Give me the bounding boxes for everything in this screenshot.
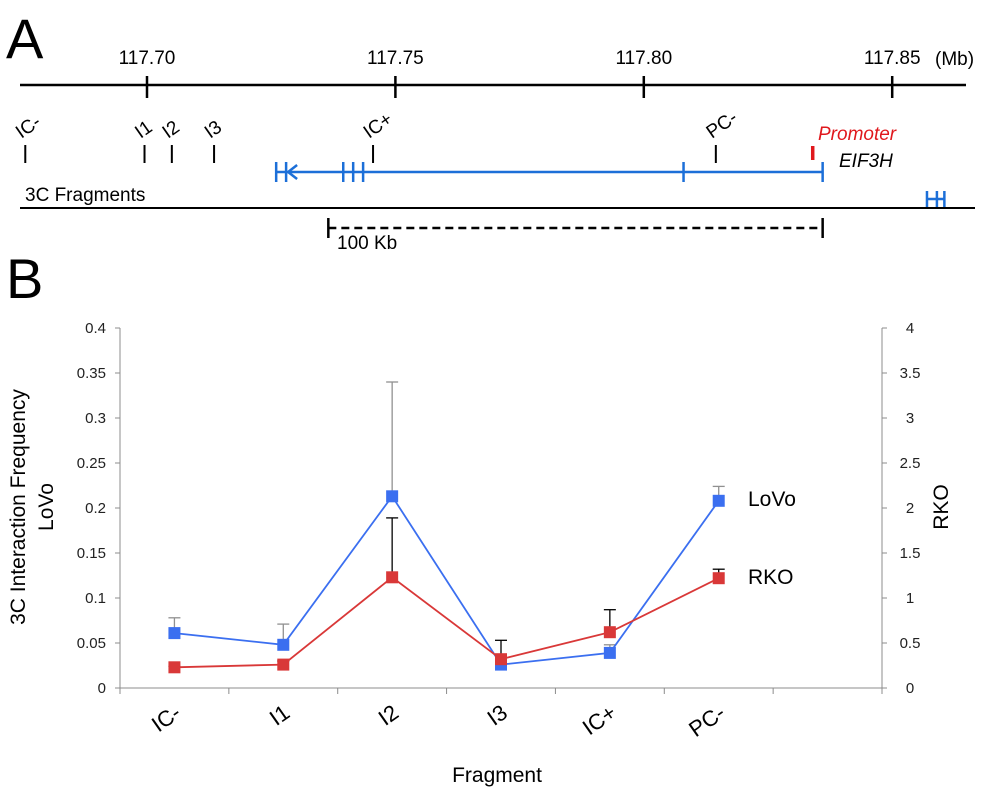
right-y-tick-label: 3.5: [900, 365, 921, 382]
left-y-tick-label: 0.15: [77, 545, 106, 562]
lovo-data-point: [603, 646, 616, 659]
fragments-track-label: 3C Fragments: [25, 185, 145, 206]
lovo-data-point: [277, 638, 290, 651]
rko-data-point: [495, 653, 507, 666]
error-bars: [168, 381, 725, 668]
promoter-marker: Promoter: [810, 124, 897, 160]
rko-series-line: [174, 576, 720, 669]
coordinate-ticks: 117.70 117.75 117.80 117.85: [119, 48, 921, 98]
panel-a-letter: A: [6, 7, 44, 70]
scale-bar: [327, 218, 824, 238]
series-lines: [174, 494, 720, 669]
left-y-tick-label: 0: [98, 680, 106, 697]
rko-data-point: [168, 661, 181, 674]
panel-b: B 3C Interaction Frequency LoVo RKO Frag…: [6, 247, 953, 787]
left-axis-title: 3C Interaction Frequency LoVo: [7, 389, 58, 625]
coordinate-tick-label: 117.75: [367, 48, 424, 69]
lovo-series-line: [174, 494, 720, 666]
left-axis-title-line1: 3C Interaction Frequency: [7, 389, 30, 625]
x-tick-label: IC+: [578, 700, 621, 740]
panel-a: A 117.70 117.75 117.80 117.85 (Mb) IC- I1 I2 I…: [6, 7, 975, 254]
strand-arrow: [286, 164, 298, 180]
legend-label-rko: RKO: [748, 566, 794, 589]
fragment-markers: IC- I1 I2 I3 IC+ PC-: [12, 107, 742, 163]
left-axis-title-line2: LoVo: [35, 483, 58, 531]
right-y-tick-label: 3: [906, 410, 914, 427]
coordinate-tick-label: 117.80: [615, 48, 672, 69]
coordinate-unit-label: (Mb): [935, 49, 974, 70]
left-y-tick-label: 0.35: [77, 365, 106, 382]
lovo-data-point: [386, 490, 399, 503]
fragment-label: IC-: [12, 111, 45, 143]
right-y-tick-label: 0.5: [900, 635, 921, 652]
x-tick-label: IC-: [147, 700, 185, 737]
right-y-tick-label: 2.5: [900, 455, 921, 472]
coordinate-tick-label: 117.85: [864, 48, 921, 69]
rko-data-point: [386, 571, 399, 584]
rko-data-point: [603, 626, 616, 639]
x-tick-label: I2: [374, 700, 403, 731]
promoter-label: Promoter: [818, 124, 897, 145]
x-tick-label: I1: [265, 700, 294, 731]
gene-label: EIF3H: [839, 151, 893, 172]
coordinate-tick-label: 117.70: [119, 48, 176, 69]
legend-label-lovo: LoVo: [748, 488, 796, 511]
right-y-tick-label: 1: [906, 590, 914, 607]
right-y-tick-label: 2: [906, 500, 914, 517]
right-y-tick-label: 4: [906, 320, 914, 337]
right-y-tick-label: 0: [906, 680, 914, 697]
lovo-data-point: [168, 627, 181, 640]
x-tick-label: PC-: [684, 700, 729, 742]
fragment-label: PC-: [703, 107, 742, 143]
eif3h-gene-track: [274, 162, 946, 207]
fragment-label: I3: [201, 117, 226, 143]
scale-bar-label: 100 Kb: [337, 233, 397, 254]
series-markers: [168, 490, 725, 674]
left-y-tick-label: 0.2: [85, 500, 106, 517]
right-y-tick-label: 1.5: [900, 545, 921, 562]
fragment-label: I2: [159, 117, 184, 143]
fragment-label: IC+: [360, 109, 397, 143]
rko-data-point: [712, 572, 725, 585]
chart-axes: 0 0.05 0.1 0.15 0.2 0.25 0.3 0.35 0.4 0 0.5 1 1.5 2 2.…: [77, 320, 921, 742]
x-tick-label: I3: [482, 700, 511, 731]
left-y-tick-label: 0.05: [77, 635, 106, 652]
left-y-tick-label: 0.4: [85, 320, 106, 337]
panel-b-letter: B: [6, 247, 43, 310]
left-y-tick-label: 0.3: [85, 410, 106, 427]
left-y-tick-label: 0.1: [85, 590, 106, 607]
right-axis-title: RKO: [930, 484, 953, 530]
rko-data-point: [277, 658, 290, 671]
lovo-data-point: [712, 494, 725, 507]
left-y-tick-label: 0.25: [77, 455, 106, 472]
x-axis-title: Fragment: [452, 764, 542, 787]
fragment-label: I1: [131, 117, 156, 143]
